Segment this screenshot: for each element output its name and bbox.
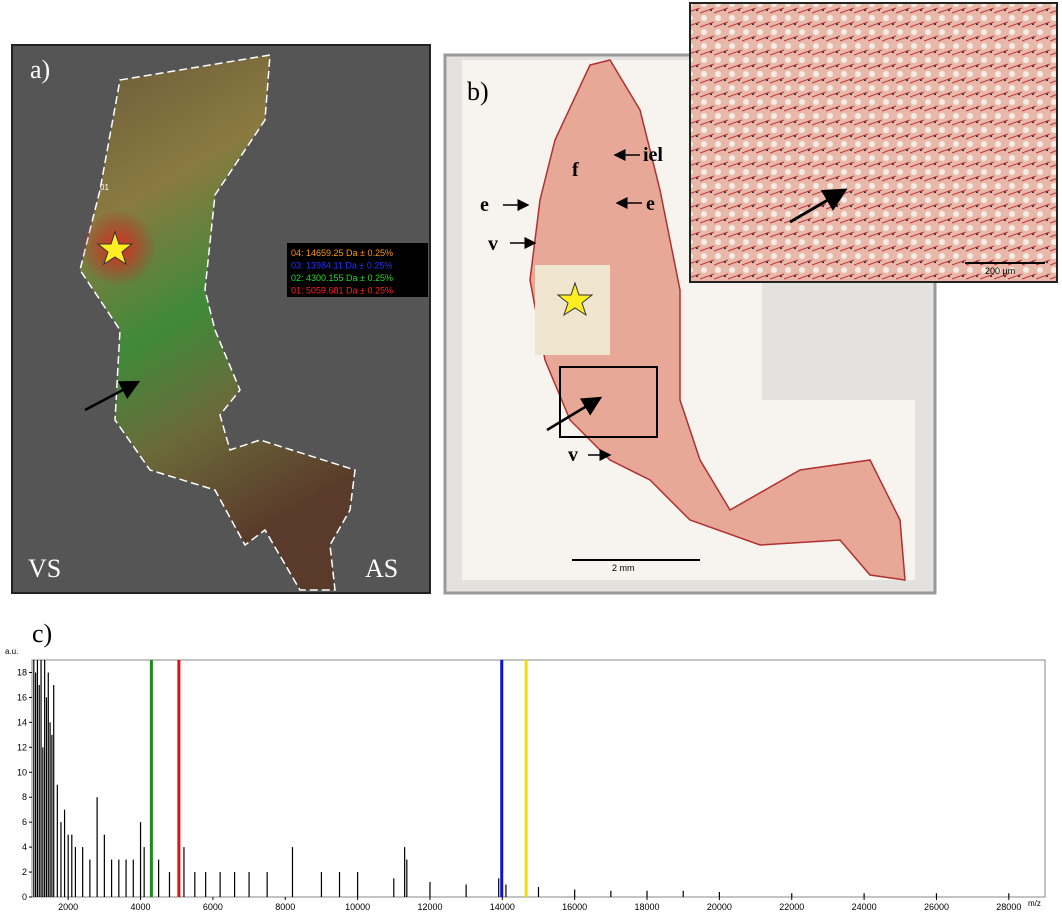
x-tick-label: 4000 (131, 902, 151, 912)
x-tick-label: 8000 (275, 902, 295, 912)
side-label: AS (365, 554, 398, 583)
legend-entry: 03: 13984.11 Da ± 0.25% (291, 261, 392, 271)
region-label: 01 (100, 183, 109, 192)
panel-label: c) (32, 619, 52, 648)
legend-entry: 04: 14659.25 Da ± 0.25% (291, 248, 393, 258)
y-tick-label: 12 (17, 742, 27, 752)
x-tick-label: 26000 (924, 902, 949, 912)
panel-b: b) iel f e e v v 2 mm 200 µm (445, 3, 1057, 593)
annotation: e (646, 193, 655, 215)
annotation: f (572, 159, 579, 181)
annotation: v (488, 233, 498, 255)
panel-a: a) 01 VS AS 04: 14659.25 Da ± 0.25% 03: 1… (12, 45, 430, 593)
spectrum: 0 2 4 6 8 10 12 14 16 18 2000 4000 6000 8000 10000 1200… (17, 660, 1021, 912)
annotation: iel (643, 144, 663, 166)
side-label: VS (28, 554, 61, 583)
y-tick-label: 4 (22, 842, 27, 852)
x-tick-label: 24000 (852, 902, 877, 912)
y-tick-label: 16 (17, 692, 27, 702)
y-tick-label: 8 (22, 792, 27, 802)
x-tick-label: 18000 (635, 902, 660, 912)
x-tick-label: 20000 (707, 902, 732, 912)
panel-label: b) (467, 77, 489, 106)
scale-label: 2 mm (612, 563, 635, 573)
annotation: v (568, 444, 578, 466)
y-tick-label: 18 (17, 667, 27, 677)
y-tick-label: 6 (22, 817, 27, 827)
x-tick-label: 16000 (562, 902, 587, 912)
inset-image (690, 3, 1057, 282)
annotation: e (480, 194, 489, 216)
x-unit: m/z (1028, 899, 1041, 908)
x-tick-label: 22000 (779, 902, 804, 912)
y-tick-label: 10 (17, 767, 27, 777)
x-tick-label: 10000 (345, 902, 370, 912)
y-tick-label: 14 (17, 717, 27, 727)
x-tick-label: 6000 (203, 902, 223, 912)
y-tick-label: 0 (22, 892, 27, 902)
x-tick-label: 2000 (58, 902, 78, 912)
x-tick-label: 28000 (996, 902, 1021, 912)
x-tick-label: 14000 (490, 902, 515, 912)
x-tick-label: 12000 (417, 902, 442, 912)
figure: a) 01 VS AS 04: 14659.25 Da ± 0.25% 03: 1… (0, 0, 1062, 915)
y-tick-label: 2 (22, 867, 27, 877)
panel-label: a) (30, 55, 50, 84)
scale-label: 200 µm (985, 266, 1015, 276)
y-unit: a.u. (5, 647, 18, 656)
legend-entry: 01: 5059.681 Da ± 0.25% (291, 286, 393, 296)
legend-entry: 02: 4300.155 Da ± 0.25% (291, 273, 393, 283)
